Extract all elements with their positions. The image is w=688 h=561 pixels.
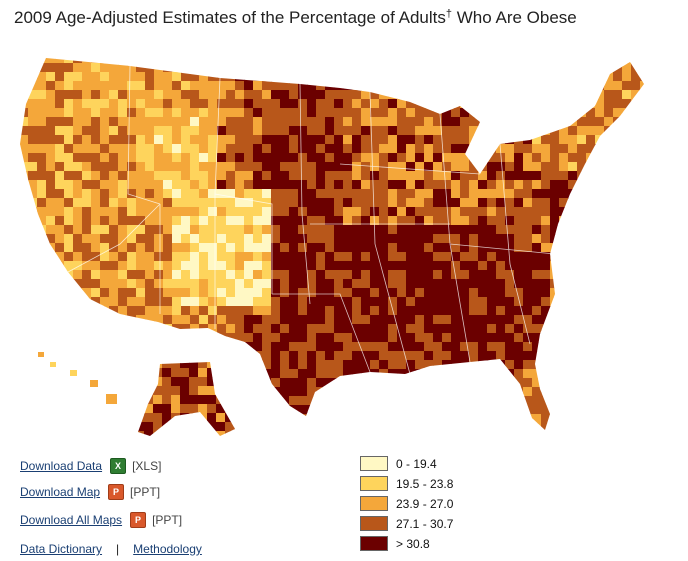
title-suffix: Who Are Obese xyxy=(456,8,577,27)
methodology-link[interactable]: Methodology xyxy=(133,542,202,556)
legend-item: 23.9 - 27.0 xyxy=(360,496,453,511)
download-all-maps-format: [PPT] xyxy=(152,513,183,527)
powerpoint-file-icon[interactable]: P xyxy=(108,484,125,500)
title-text: 2009 Age-Adjusted Estimates of the Perce… xyxy=(14,8,446,27)
download-data-link[interactable]: Download Data xyxy=(20,459,103,473)
download-map-format: [PPT] xyxy=(130,485,161,499)
legend-label: > 30.8 xyxy=(396,536,430,551)
legend-swatch xyxy=(360,456,388,471)
legend-swatch xyxy=(360,516,388,531)
excel-file-icon[interactable]: X xyxy=(110,458,127,474)
download-data-row: Download Data X [XLS] xyxy=(20,458,161,474)
download-data-format: [XLS] xyxy=(132,459,162,473)
footer-links-row: Data Dictionary | Methodology xyxy=(20,542,202,556)
download-map-link[interactable]: Download Map xyxy=(20,485,101,499)
title-dagger: † xyxy=(445,8,453,20)
page-title: 2009 Age-Adjusted Estimates of the Perce… xyxy=(14,8,577,28)
powerpoint-file-icon[interactable]: P xyxy=(130,512,147,528)
legend-label: 23.9 - 27.0 xyxy=(396,496,454,511)
legend-item: > 30.8 xyxy=(360,536,430,551)
legend-swatch xyxy=(360,496,388,511)
mainland-map-layer xyxy=(20,58,644,430)
legend-swatch xyxy=(360,476,388,491)
state-borders xyxy=(67,65,556,375)
alaska-map-layer xyxy=(138,362,235,436)
legend-label: 27.1 - 30.7 xyxy=(396,516,454,531)
download-all-maps-row: Download All Maps P [PPT] xyxy=(20,512,182,528)
download-map-row: Download Map P [PPT] xyxy=(20,484,160,500)
download-all-maps-link[interactable]: Download All Maps xyxy=(20,513,123,527)
legend-item: 0 - 19.4 xyxy=(360,456,437,471)
legend-label: 0 - 19.4 xyxy=(396,456,437,471)
legend-item: 19.5 - 23.8 xyxy=(360,476,453,491)
legend-swatch xyxy=(360,536,388,551)
us-obesity-map xyxy=(10,44,670,444)
legend-label: 19.5 - 23.8 xyxy=(396,476,454,491)
data-dictionary-link[interactable]: Data Dictionary xyxy=(20,542,103,556)
hawaii-islands xyxy=(38,352,117,404)
link-separator: | xyxy=(116,542,120,556)
legend-item: 27.1 - 30.7 xyxy=(360,516,453,531)
